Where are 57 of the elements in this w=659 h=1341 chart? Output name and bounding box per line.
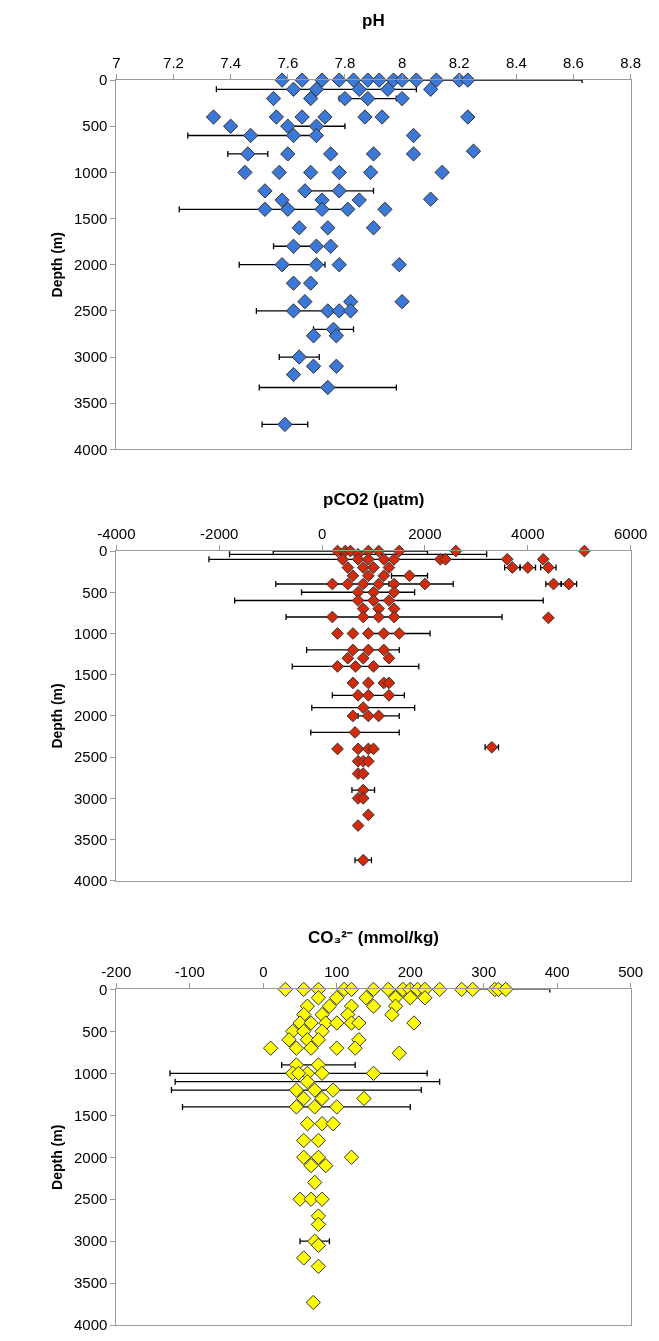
x-tick-label: 7 [112, 54, 121, 72]
y-tick-label: 0 [99, 71, 108, 89]
x-tick-label: 8.2 [448, 54, 470, 72]
y-axis-title: Depth (m) [48, 683, 65, 749]
y-tick-label: 2500 [74, 302, 108, 320]
x-tick-label: 400 [544, 963, 570, 981]
chart-title: pH [362, 11, 385, 30]
x-tick-label: 7.8 [334, 54, 356, 72]
y-tick-label: 1500 [74, 209, 108, 227]
y-tick-label: 2000 [74, 707, 108, 725]
x-tick-label: 8.8 [620, 54, 642, 72]
x-tick-label: -100 [174, 963, 205, 981]
y-tick-label: 1500 [74, 1106, 108, 1124]
y-tick-label: 2500 [74, 748, 108, 766]
y-tick-label: 500 [82, 117, 108, 135]
x-tick-label: -2000 [200, 525, 239, 543]
y-tick-label: 0 [99, 980, 108, 998]
y-tick-label: 3500 [74, 1274, 108, 1292]
y-tick-label: 3500 [74, 830, 108, 848]
x-tick-label: 0 [317, 525, 327, 543]
x-tick-label: 6000 [613, 525, 648, 543]
x-tick-label: -4000 [97, 525, 136, 543]
y-tick-label: 500 [82, 1022, 108, 1040]
x-tick-label: 100 [324, 963, 350, 981]
x-tick-label: 500 [618, 963, 644, 981]
x-tick-label: 7.4 [220, 54, 242, 72]
x-tick-label: 4000 [511, 525, 545, 543]
y-axis-title: Depth (m) [48, 232, 65, 298]
y-tick-label: 4000 [74, 872, 108, 890]
y-tick-label: 1500 [74, 665, 108, 683]
x-tick-label: 2000 [408, 525, 442, 543]
x-tick-label: 7.2 [163, 54, 184, 72]
x-tick-label: 7.6 [277, 54, 299, 72]
chart-title: CO₃²⁻ (mmol/kg) [308, 928, 439, 947]
x-tick-label: 8 [397, 54, 407, 72]
y-tick-label: 3000 [74, 1232, 108, 1250]
y-axis-title: Depth (m) [48, 1124, 65, 1190]
y-tick-label: 1000 [74, 163, 108, 181]
y-tick-label: 2000 [74, 1148, 108, 1166]
x-tick-label: 0 [259, 963, 268, 981]
x-tick-label: 8.4 [505, 54, 527, 72]
y-tick-label: 3000 [74, 348, 108, 366]
y-tick-label: 4000 [74, 440, 108, 458]
y-tick-label: 2500 [74, 1190, 108, 1208]
chart-title: pCO2 (µatm) [323, 490, 425, 509]
y-tick-label: 2000 [74, 255, 108, 273]
x-tick-label: 200 [397, 963, 423, 981]
y-tick-label: 4000 [74, 1316, 108, 1334]
x-tick-label: 300 [471, 963, 497, 981]
y-tick-label: 1000 [74, 1064, 108, 1082]
y-tick-label: 1000 [74, 624, 108, 642]
y-tick-label: 0 [99, 542, 108, 560]
y-tick-label: 3500 [74, 394, 108, 412]
x-tick-label: -200 [101, 963, 132, 981]
y-tick-label: 500 [82, 583, 108, 601]
x-tick-label: 8.6 [563, 54, 584, 72]
y-tick-label: 3000 [74, 789, 108, 807]
